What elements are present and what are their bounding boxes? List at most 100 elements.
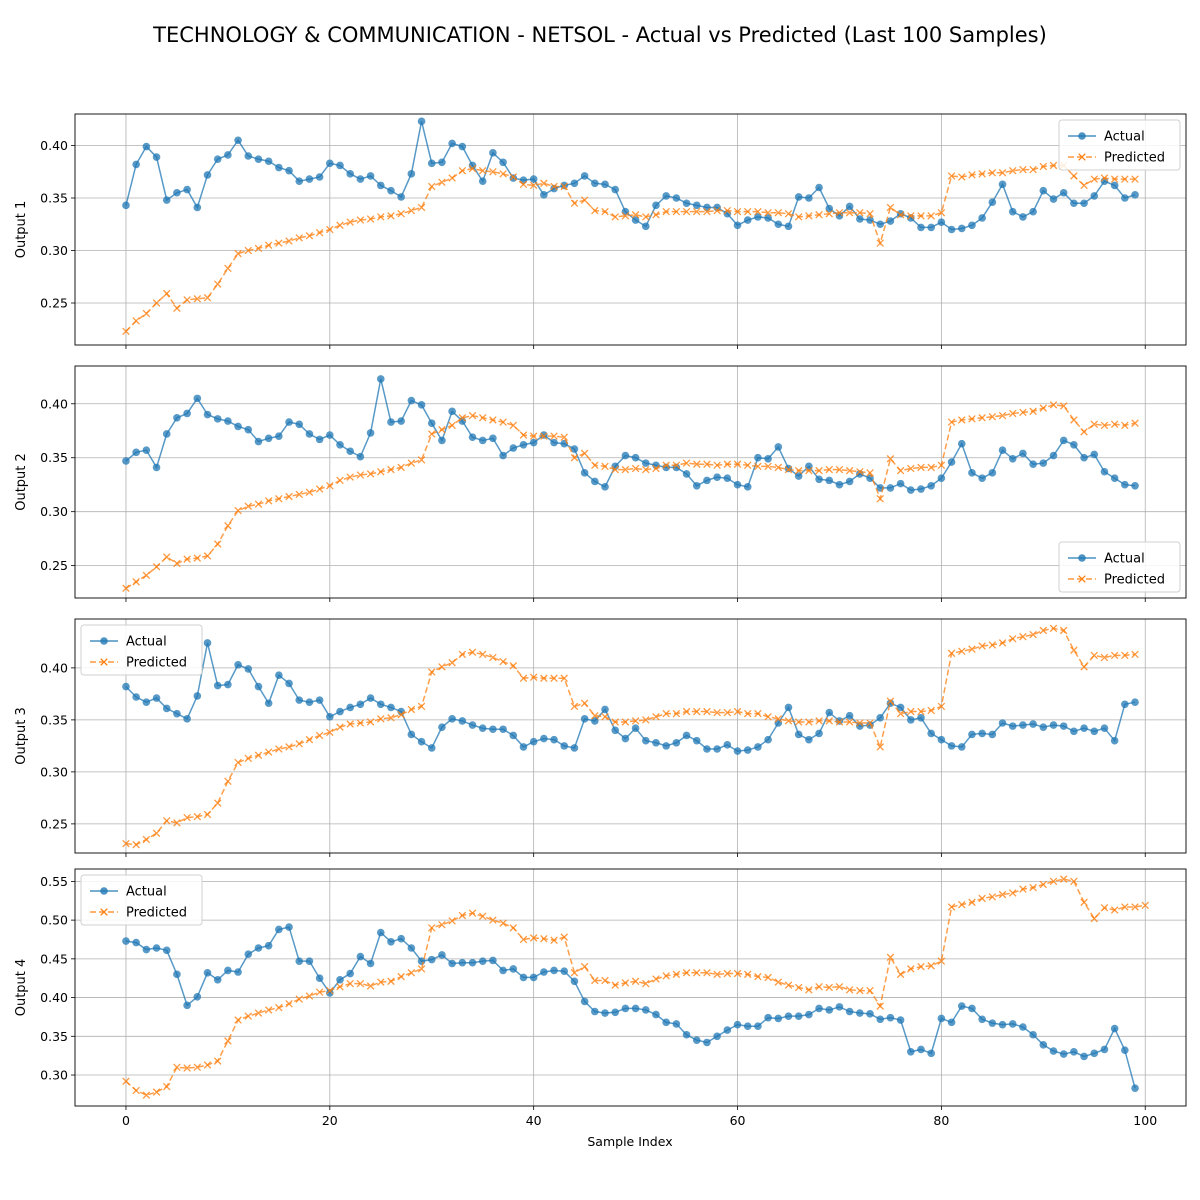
data-point (896, 703, 905, 712)
data-point (366, 718, 375, 726)
data-point (397, 193, 405, 201)
data-point (387, 418, 395, 426)
data-point (132, 840, 140, 849)
data-point (1029, 165, 1037, 174)
data-point (254, 155, 263, 163)
data-point (794, 718, 803, 726)
data-point (570, 744, 579, 752)
data-point (224, 521, 232, 530)
data-point (203, 171, 212, 179)
data-point (478, 177, 487, 185)
data-point (1070, 1047, 1078, 1056)
data-point (621, 1004, 630, 1013)
x-tick-label: 40 (526, 1113, 542, 1128)
data-point (927, 729, 935, 738)
data-point (122, 584, 130, 593)
data-point (947, 458, 956, 466)
data-point (1039, 880, 1048, 889)
data-point (601, 483, 609, 491)
data-point (692, 481, 701, 490)
data-point (774, 715, 783, 723)
data-point (509, 924, 518, 932)
data-point (856, 208, 864, 217)
data-point (244, 246, 253, 255)
y-axis-label: Output 2 (14, 453, 29, 511)
data-point (580, 196, 589, 204)
series-predicted (122, 161, 1139, 336)
data-point (224, 417, 232, 425)
data-point (743, 970, 752, 979)
data-point (540, 674, 548, 683)
data-point (754, 743, 762, 751)
data-point (580, 997, 589, 1006)
data-point (764, 735, 772, 744)
data-point (652, 713, 660, 721)
data-point (366, 959, 375, 968)
data-point (703, 207, 711, 216)
data-point (937, 208, 946, 217)
data-point (784, 717, 793, 725)
data-point (825, 717, 834, 725)
data-point (448, 407, 456, 416)
data-point (642, 213, 650, 221)
data-point (295, 957, 304, 965)
y-tick-label: 0.40 (40, 660, 68, 675)
data-point (1019, 1023, 1027, 1031)
data-point (570, 453, 579, 462)
data-point (326, 728, 334, 737)
data-point (1131, 903, 1139, 911)
data-point (132, 938, 140, 947)
data-point (305, 957, 314, 965)
series-line (125, 878, 1146, 1096)
data-point (957, 743, 966, 751)
data-point (692, 460, 701, 468)
data-point (560, 674, 569, 683)
data-point (448, 658, 456, 667)
data-point (356, 452, 365, 461)
data-point (580, 962, 589, 971)
data-point (397, 972, 405, 981)
data-point (1131, 698, 1139, 706)
data-point (978, 414, 986, 422)
data-point (1008, 722, 1017, 730)
data-point (907, 464, 915, 473)
data-point (346, 969, 355, 978)
data-point (1039, 626, 1048, 635)
data-point (621, 465, 630, 474)
x-tick-label: 60 (730, 1113, 746, 1128)
data-point (162, 946, 171, 955)
data-point (927, 463, 935, 472)
data-point (713, 1032, 721, 1041)
y-tick-label: 0.30 (40, 1068, 68, 1083)
data-point (478, 414, 487, 422)
data-point (540, 432, 548, 440)
data-point (896, 211, 905, 219)
data-point (264, 241, 273, 250)
data-point (193, 203, 202, 212)
data-point (346, 218, 354, 226)
data-point (835, 1003, 844, 1011)
data-point (641, 222, 650, 231)
data-point (947, 649, 956, 658)
data-point (183, 1064, 191, 1072)
data-point (336, 221, 344, 230)
data-point (754, 1022, 762, 1031)
data-point (448, 959, 456, 968)
data-point (713, 745, 721, 753)
data-point (1070, 646, 1078, 654)
series-predicted (122, 401, 1139, 593)
data-point (1141, 901, 1149, 910)
data-point (1019, 449, 1027, 458)
data-point (1090, 651, 1099, 660)
data-point (244, 1012, 253, 1020)
data-point (295, 490, 303, 499)
data-point (489, 725, 497, 734)
data-point (733, 480, 742, 489)
data-point (978, 170, 986, 178)
data-point (682, 459, 691, 467)
data-point (519, 743, 528, 751)
data-point (285, 923, 293, 931)
data-point (1070, 877, 1078, 886)
data-point (927, 962, 935, 970)
data-point (784, 981, 793, 989)
